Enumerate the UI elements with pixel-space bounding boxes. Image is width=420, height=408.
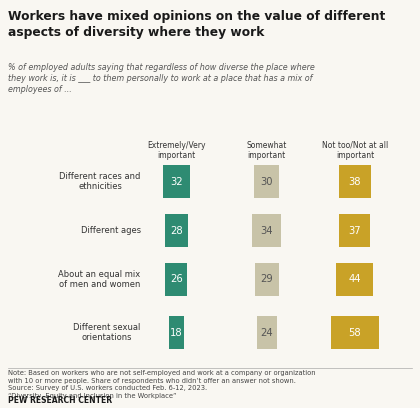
Text: Different sexual
orientations: Different sexual orientations [74,323,141,342]
Text: Workers have mixed opinions on the value of different
aspects of diversity where: Workers have mixed opinions on the value… [8,10,386,39]
Text: 24: 24 [260,328,273,337]
Text: 30: 30 [260,177,273,186]
Text: 28: 28 [170,226,183,235]
FancyBboxPatch shape [339,214,370,247]
Text: About an equal mix
of men and women: About an equal mix of men and women [58,270,141,289]
Text: 29: 29 [260,275,273,284]
FancyBboxPatch shape [165,263,187,296]
FancyBboxPatch shape [254,165,279,198]
FancyBboxPatch shape [339,165,371,198]
Text: 26: 26 [170,275,183,284]
Text: Different races and
ethnicities: Different races and ethnicities [59,172,141,191]
Text: 44: 44 [349,275,361,284]
Text: % of employed adults saying that regardless of how diverse the place where
they : % of employed adults saying that regardl… [8,63,315,94]
Text: 18: 18 [170,328,183,337]
Text: Note: Based on workers who are not self-employed and work at a company or organi: Note: Based on workers who are not self-… [8,370,316,399]
FancyBboxPatch shape [252,214,281,247]
Text: 37: 37 [349,226,361,235]
Text: 32: 32 [170,177,183,186]
Text: PEW RESEARCH CENTER: PEW RESEARCH CENTER [8,396,113,405]
FancyBboxPatch shape [163,165,190,198]
FancyBboxPatch shape [257,316,277,349]
FancyBboxPatch shape [169,316,184,349]
Text: Not too/Not at all
important: Not too/Not at all important [322,141,388,160]
Text: Different ages: Different ages [81,226,141,235]
Text: 38: 38 [349,177,361,186]
Text: Somewhat
important: Somewhat important [247,141,287,160]
Text: 58: 58 [349,328,361,337]
FancyBboxPatch shape [165,214,188,247]
FancyBboxPatch shape [255,263,279,296]
FancyBboxPatch shape [331,316,379,349]
Text: Extremely/Very
important: Extremely/Very important [147,141,206,160]
Text: 34: 34 [260,226,273,235]
FancyBboxPatch shape [336,263,373,296]
